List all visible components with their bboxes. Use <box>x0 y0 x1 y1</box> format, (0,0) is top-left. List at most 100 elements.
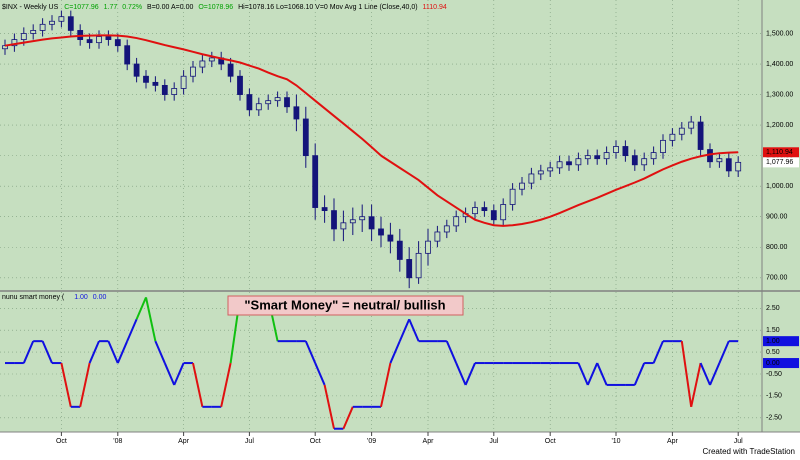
candle-body <box>660 139 666 153</box>
ma-value: 1110.94 <box>423 4 447 11</box>
indicator-segment <box>652 340 664 364</box>
indicator-segment <box>690 362 702 408</box>
last-value-label: 0.00 <box>766 360 780 367</box>
plot-label: 1.00 <box>74 294 88 301</box>
candle-body <box>566 161 572 166</box>
indicator-segment <box>192 362 204 408</box>
x-tick-label: '09 <box>367 438 376 445</box>
candle-body <box>584 155 591 160</box>
candle-body <box>697 121 704 150</box>
candle-body <box>161 84 168 95</box>
candle-body <box>67 16 74 31</box>
candle-body <box>312 155 319 208</box>
y-tick-label: 1,000.00 <box>766 183 793 190</box>
indicator-segment <box>314 362 326 386</box>
candle-body <box>725 158 732 172</box>
background <box>0 0 800 432</box>
candle-body <box>114 39 121 47</box>
candle-body <box>641 158 648 166</box>
candle-body <box>425 240 431 254</box>
x-tick-label: Apr <box>667 438 679 445</box>
indicator-segment <box>699 362 711 386</box>
candle-body <box>86 39 93 44</box>
indicator-segment <box>596 362 608 386</box>
x-tick-label: Jul <box>734 438 743 445</box>
candle-body <box>735 161 742 172</box>
indicator-segment <box>135 296 147 320</box>
x-tick-label: Apr <box>423 438 435 445</box>
candle-body <box>528 173 535 184</box>
candle-body <box>237 75 243 95</box>
symbol: $INX - Weekly US <box>2 4 59 11</box>
indicator-segment <box>577 362 589 386</box>
candle-body <box>20 33 27 40</box>
candle-body <box>368 216 375 230</box>
candle-body <box>688 121 695 129</box>
candle-body <box>246 94 253 111</box>
candle-body <box>387 234 394 242</box>
x-tick-label: Oct <box>310 438 321 445</box>
last-value-label: 1,077.96 <box>766 159 793 166</box>
indicator-segment <box>79 362 91 408</box>
candle-body <box>556 161 563 169</box>
indicator-segment <box>633 362 646 386</box>
indicator-segment <box>22 340 35 364</box>
candle-body <box>537 170 544 175</box>
x-tick-label: Jul <box>245 438 254 445</box>
indicator-segment <box>342 406 354 430</box>
indicator-segment <box>464 362 476 386</box>
indicator-segment <box>380 362 392 408</box>
y-tick-label: 700.00 <box>766 275 788 282</box>
x-tick-label: Oct <box>56 438 67 445</box>
last-value-box <box>763 358 799 369</box>
indicator-segment <box>60 362 72 408</box>
indicator-segment <box>398 318 411 342</box>
candle-body <box>180 75 187 89</box>
last-value-box <box>763 336 799 347</box>
x-tick-label: Apr <box>178 438 190 445</box>
candle-body <box>340 222 347 230</box>
indicator-segment <box>154 340 166 364</box>
indicator-segment <box>220 362 232 408</box>
candle-body <box>58 16 65 22</box>
candle-body <box>396 240 403 260</box>
candle-body <box>650 152 657 160</box>
candle-body <box>293 106 300 120</box>
open: O=1078.96 <box>198 4 233 11</box>
candle-body <box>613 146 619 153</box>
y-tick-label: 800.00 <box>766 244 788 251</box>
candle-body <box>274 97 281 102</box>
annotation: "Smart Money" = neutral/ bullish <box>244 297 445 312</box>
indicator-segment <box>389 340 401 364</box>
footer: Created with TradeStation <box>703 447 796 456</box>
bid-ask: B=0.00 A=0.00 <box>147 4 193 11</box>
candle-body <box>96 36 102 44</box>
plot-label: 0.00 <box>93 294 107 301</box>
candle-body <box>349 219 356 224</box>
y-tick-label: -1.50 <box>766 393 782 400</box>
candle-body <box>415 252 422 279</box>
last-value-box <box>763 147 799 158</box>
candle-body <box>519 182 525 190</box>
y-tick-label: 1,400.00 <box>766 61 793 68</box>
indicator-segment <box>41 340 53 364</box>
candle-body <box>105 36 112 40</box>
y-tick-label: 0.50 <box>766 349 780 356</box>
candle-body <box>434 231 441 242</box>
candle-body <box>547 167 554 172</box>
indicator-segment <box>709 362 721 386</box>
y-tick-label: 1,500.00 <box>766 30 793 37</box>
info: Hi=1078.16 Lo=1068.10 V=0 Mov Avg 1 Line… <box>238 4 417 11</box>
indicator-segment <box>586 362 599 386</box>
indicator-segment <box>116 340 129 364</box>
indicator-segment <box>323 384 335 429</box>
candle-body <box>443 225 450 233</box>
axis-band <box>0 432 800 460</box>
candle-body <box>678 127 685 135</box>
x-tick-label: '08 <box>113 438 122 445</box>
y-tick-label: 1,300.00 <box>766 91 793 98</box>
indicator-segment <box>145 297 157 342</box>
indicator-segment <box>408 318 420 342</box>
y-tick-label: -0.50 <box>766 371 782 378</box>
